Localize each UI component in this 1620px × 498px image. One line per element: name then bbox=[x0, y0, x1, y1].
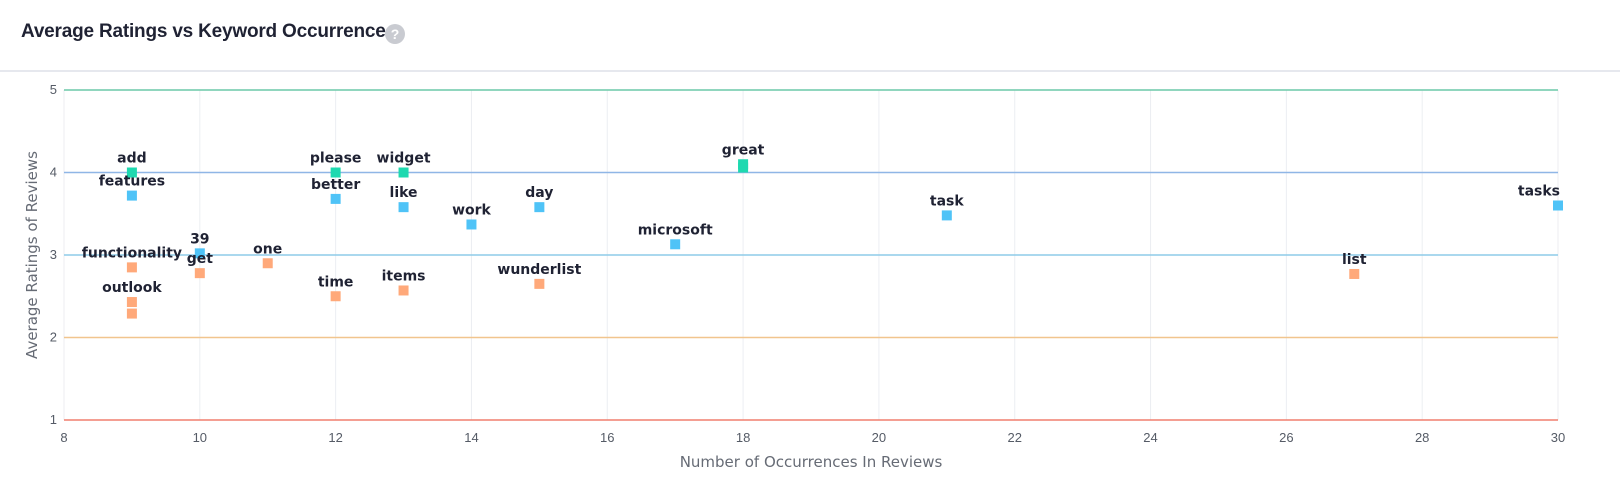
y-tick-label: 1 bbox=[50, 412, 57, 427]
scatter-point[interactable] bbox=[262, 258, 273, 269]
x-tick-label: 10 bbox=[193, 430, 207, 445]
point-label: microsoft bbox=[638, 222, 713, 238]
scatter-point[interactable] bbox=[398, 285, 409, 296]
scatter-point[interactable] bbox=[738, 162, 749, 173]
x-axis-title: Number of Occurrences In Reviews bbox=[680, 453, 943, 471]
y-tick-label: 5 bbox=[50, 82, 57, 97]
scatter-point[interactable] bbox=[126, 308, 137, 319]
scatter-point[interactable] bbox=[1553, 200, 1563, 211]
point-label: wunderlist bbox=[497, 262, 581, 278]
scatter-point[interactable] bbox=[330, 167, 341, 178]
scatter-point[interactable] bbox=[126, 167, 137, 178]
scatter-point[interactable] bbox=[126, 190, 137, 201]
point-labels: add features functionality outlook 39 get one p… bbox=[82, 142, 1560, 296]
y-axis-title: Average Ratings of Reviews bbox=[23, 151, 41, 359]
scatter-point[interactable] bbox=[398, 202, 409, 213]
scatter-point[interactable] bbox=[194, 268, 205, 279]
point-label: items bbox=[382, 268, 426, 284]
x-tick-label: 28 bbox=[1415, 430, 1429, 445]
x-tick-label: 26 bbox=[1279, 430, 1293, 445]
chart-title: Average Ratings vs Keyword Occurrence bbox=[21, 21, 386, 42]
scatter-point[interactable] bbox=[398, 167, 409, 178]
scatter-chart: add features functionality outlook 39 get one p… bbox=[23, 82, 1565, 471]
data-points bbox=[126, 159, 1563, 319]
scatter-point[interactable] bbox=[126, 297, 137, 308]
point-label: functionality bbox=[82, 245, 182, 261]
scatter-point[interactable] bbox=[941, 210, 952, 221]
point-label: 39 bbox=[190, 231, 209, 247]
reference-lines bbox=[64, 89, 1558, 421]
point-label: get bbox=[187, 251, 214, 267]
y-tick-label: 3 bbox=[50, 247, 57, 262]
x-tick-label: 18 bbox=[736, 430, 750, 445]
y-tick-label: 4 bbox=[50, 165, 57, 180]
scatter-point[interactable] bbox=[126, 262, 137, 273]
point-label: add bbox=[117, 151, 147, 167]
scatter-point[interactable] bbox=[330, 193, 341, 204]
x-tick-label: 8 bbox=[60, 430, 67, 445]
scatter-point[interactable] bbox=[534, 202, 545, 213]
point-label: widget bbox=[377, 151, 431, 167]
point-label: please bbox=[310, 151, 362, 167]
point-label: better bbox=[311, 177, 360, 193]
scatter-point[interactable] bbox=[670, 239, 681, 250]
question-circle-icon[interactable]: ? bbox=[385, 24, 405, 44]
x-tick-label: 12 bbox=[328, 430, 342, 445]
point-label: features bbox=[99, 174, 165, 190]
scatter-point[interactable] bbox=[330, 291, 341, 302]
point-label: great bbox=[722, 142, 765, 158]
x-tick-label: 30 bbox=[1551, 430, 1565, 445]
point-label: day bbox=[525, 185, 553, 201]
y-tick-label: 2 bbox=[50, 330, 57, 345]
x-tick-label: 24 bbox=[1143, 430, 1157, 445]
scatter-point[interactable] bbox=[194, 248, 205, 259]
point-label: outlook bbox=[102, 280, 162, 296]
x-tick-label: 22 bbox=[1007, 430, 1021, 445]
x-tick-label: 20 bbox=[872, 430, 886, 445]
chart-header: Average Ratings vs Keyword Occurrence ? bbox=[0, 0, 1620, 72]
point-label: like bbox=[390, 185, 418, 201]
point-label: work bbox=[452, 202, 491, 218]
point-label: time bbox=[318, 274, 354, 290]
scatter-point[interactable] bbox=[1349, 268, 1360, 279]
point-label: tasks bbox=[1518, 184, 1560, 200]
point-label: one bbox=[253, 241, 282, 257]
scatter-point[interactable] bbox=[466, 219, 477, 230]
scatter-point[interactable] bbox=[534, 278, 545, 289]
point-label: list bbox=[1342, 252, 1367, 268]
x-tick-label: 14 bbox=[464, 430, 478, 445]
x-tick-label: 16 bbox=[600, 430, 614, 445]
point-label: task bbox=[930, 193, 964, 209]
